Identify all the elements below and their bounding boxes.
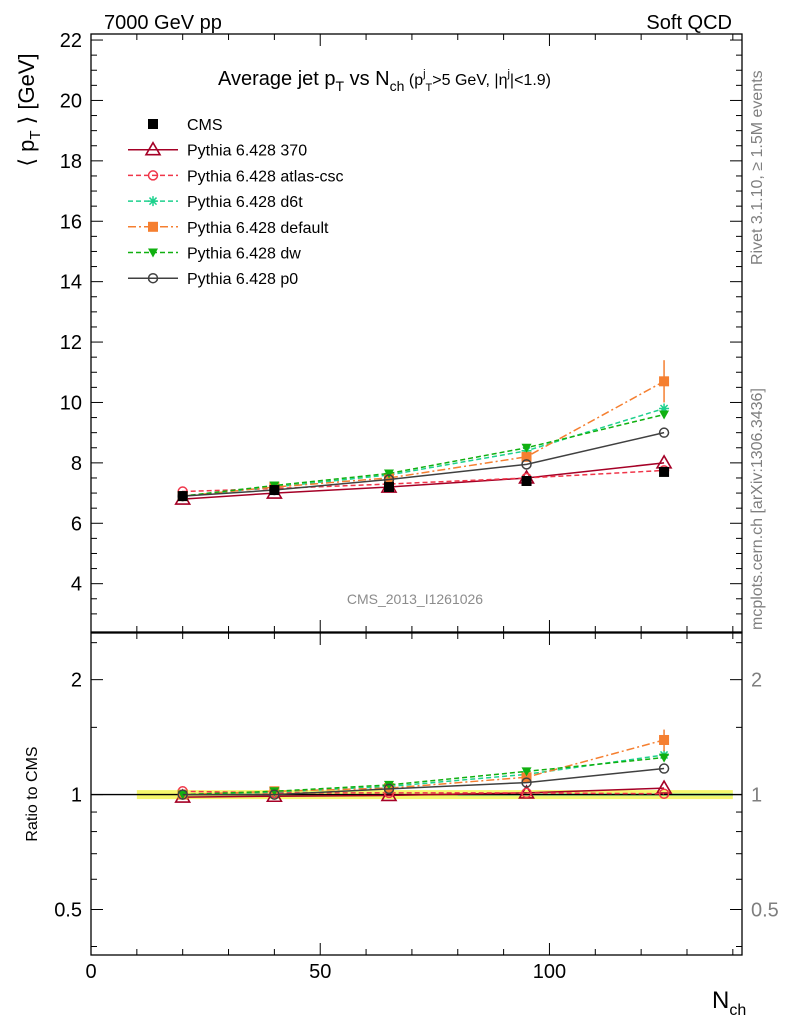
y-tick-label: 4 xyxy=(71,574,82,596)
x-tick-label: 50 xyxy=(309,961,331,983)
ratio-y-tick-label-right: 2 xyxy=(751,670,762,692)
legend-label: Pythia 6.428 dw xyxy=(187,246,301,263)
y-tick-label: 18 xyxy=(60,151,82,173)
ratio-point xyxy=(521,777,532,788)
series-line-default xyxy=(182,380,665,497)
series-d6t xyxy=(177,403,670,502)
legend-label: Pythia 6.428 d6t xyxy=(187,194,303,211)
y-tick-label: 8 xyxy=(71,453,82,475)
ratio-point xyxy=(521,787,532,799)
legend-item-default: Pythia 6.428 default xyxy=(128,220,329,237)
ratio-point xyxy=(521,772,532,783)
series-line-p0 xyxy=(182,431,665,497)
legend-marker xyxy=(148,196,158,207)
ratio-line-p0 xyxy=(182,767,665,796)
ratio-y-tick-label: 1 xyxy=(71,785,82,807)
ratio-y-tick-label: 0.5 xyxy=(54,899,82,921)
legend-label: CMS xyxy=(187,117,223,134)
y-tick-label: 14 xyxy=(60,272,82,294)
data-point xyxy=(659,466,670,477)
legend-item-dw: Pythia 6.428 dw xyxy=(128,246,301,263)
y-tick-label: 10 xyxy=(60,392,82,414)
ratio-point xyxy=(521,767,532,777)
x-axis-label: Nch xyxy=(712,987,746,1019)
ratio-point xyxy=(383,783,395,795)
mcplots-label: mcplots.cern.ch [arXiv:1306.3436] xyxy=(749,388,766,630)
y-tick-label: 12 xyxy=(60,332,82,354)
y-tick-label: 20 xyxy=(60,90,82,112)
series-cms xyxy=(177,466,670,502)
legend-marker xyxy=(148,221,158,232)
ratio-y-tick-label-right: 1 xyxy=(751,785,762,807)
chart-title: Average jet pT vs Nch (pjT>5 GeV, |ηj|<1… xyxy=(218,68,551,94)
legend: CMS Pythia 6.428 370 Pythia 6.428 atlas-cs… xyxy=(128,117,344,288)
x-tick-label: 100 xyxy=(533,961,566,983)
y-axis-label: ⟨ pT ⟩ [GeV] xyxy=(14,53,44,166)
ratio-y-tick-label: 2 xyxy=(71,670,82,692)
legend-item-cms: CMS xyxy=(148,117,223,134)
ratio-line-d6t xyxy=(182,754,665,796)
y-tick-label: 6 xyxy=(71,513,82,535)
ratio-point xyxy=(659,753,670,763)
legend-item-p370: Pythia 6.428 370 xyxy=(128,141,307,160)
legend-marker xyxy=(148,248,158,258)
ratio-point xyxy=(269,787,280,797)
legend-marker xyxy=(144,141,162,156)
header-left: 7000 GeV pp xyxy=(104,12,222,34)
series-line-dw xyxy=(182,413,665,497)
data-point xyxy=(177,491,188,502)
legend-label: Pythia 6.428 atlas-csc xyxy=(187,168,344,185)
ratio-series-p0 xyxy=(177,763,670,800)
data-point xyxy=(521,443,532,453)
data-point xyxy=(383,482,394,493)
data-point xyxy=(383,469,394,479)
legend-label: Pythia 6.428 p0 xyxy=(187,271,298,288)
series-p370 xyxy=(174,454,673,505)
ratio-point xyxy=(659,734,670,745)
data-point xyxy=(521,475,532,486)
data-point xyxy=(659,376,670,387)
header-right: Soft QCD xyxy=(646,12,732,34)
main-panel: 4 6 8 10 12 14 16 18 20 22 xyxy=(60,30,743,633)
legend-label: Pythia 6.428 370 xyxy=(187,143,307,160)
data-point xyxy=(659,410,670,420)
ratio-point xyxy=(177,789,188,800)
rivet-label: Rivet 3.1.10, ≥ 1.5M events xyxy=(749,70,766,265)
ratio-point xyxy=(658,788,670,800)
data-point xyxy=(658,427,670,438)
main-frame xyxy=(90,33,743,633)
legend-item-d6t: Pythia 6.428 d6t xyxy=(128,194,303,211)
legend-marker xyxy=(148,119,158,129)
ratio-point xyxy=(269,789,280,800)
ratio-point xyxy=(658,763,670,774)
ratio-line-default xyxy=(182,739,665,796)
data-point xyxy=(269,485,280,496)
y-tick-label: 22 xyxy=(60,30,82,52)
ratio-point xyxy=(383,780,394,790)
ratio-panel: 0.5 0.5 1 1 2 2 0 50 100 xyxy=(54,632,779,983)
data-point xyxy=(521,451,532,462)
legend-item-p0: Pythia 6.428 p0 xyxy=(128,271,298,288)
legend-marker xyxy=(147,170,159,181)
x-tick-label: 0 xyxy=(85,961,96,983)
ratio-y-tick-label-right: 0.5 xyxy=(751,899,779,921)
ratio-y-axis-label: Ratio to CMS xyxy=(24,746,41,841)
data-point xyxy=(521,459,532,470)
ratio-series-default xyxy=(177,729,670,800)
analysis-tag: CMS_2013_I1261026 xyxy=(347,591,483,607)
legend-label: Pythia 6.428 default xyxy=(187,220,329,237)
legend-marker xyxy=(147,272,159,284)
series-dw xyxy=(177,410,670,502)
ratio-line-p370 xyxy=(182,787,665,798)
data-point xyxy=(659,403,670,414)
ratio-point xyxy=(380,786,398,802)
y-tick-label: 16 xyxy=(60,211,82,233)
legend-item-atlas: Pythia 6.428 atlas-csc xyxy=(128,168,344,185)
